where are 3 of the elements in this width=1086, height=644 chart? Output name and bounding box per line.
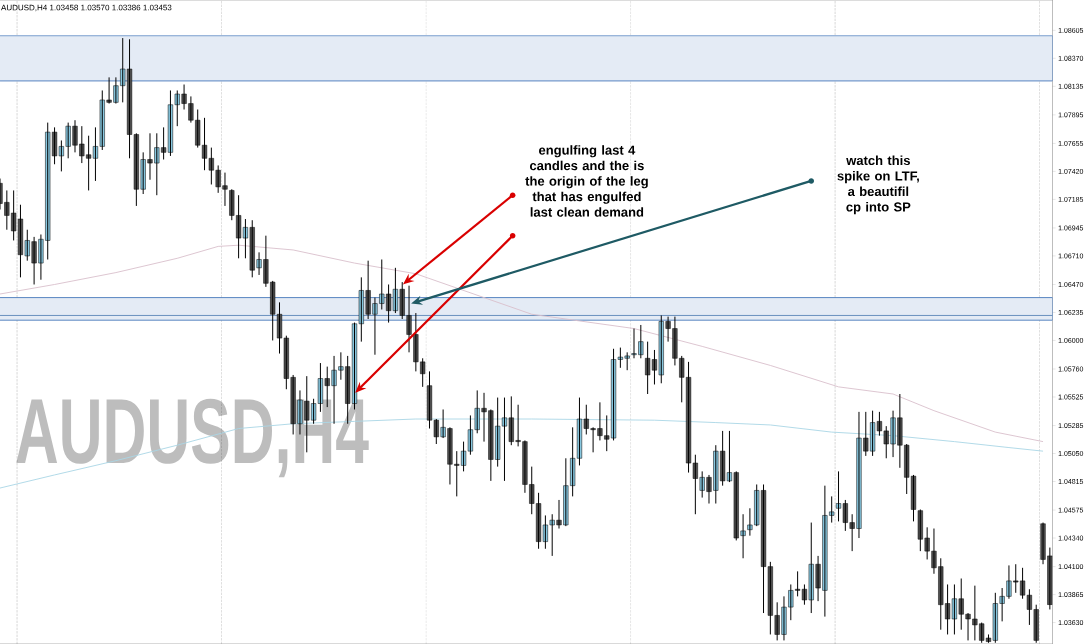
text: AUDUSD,H4 1.03458 1.03570 1.03386 1.03453	[1, 4, 172, 12]
annotation: watch this spike on LTF, a beautifil cp into SP	[837, 155, 919, 215]
annotation: engulfing last 4 candles and the is the origin of the leg that has engulfed last clean demand	[525, 145, 648, 217]
